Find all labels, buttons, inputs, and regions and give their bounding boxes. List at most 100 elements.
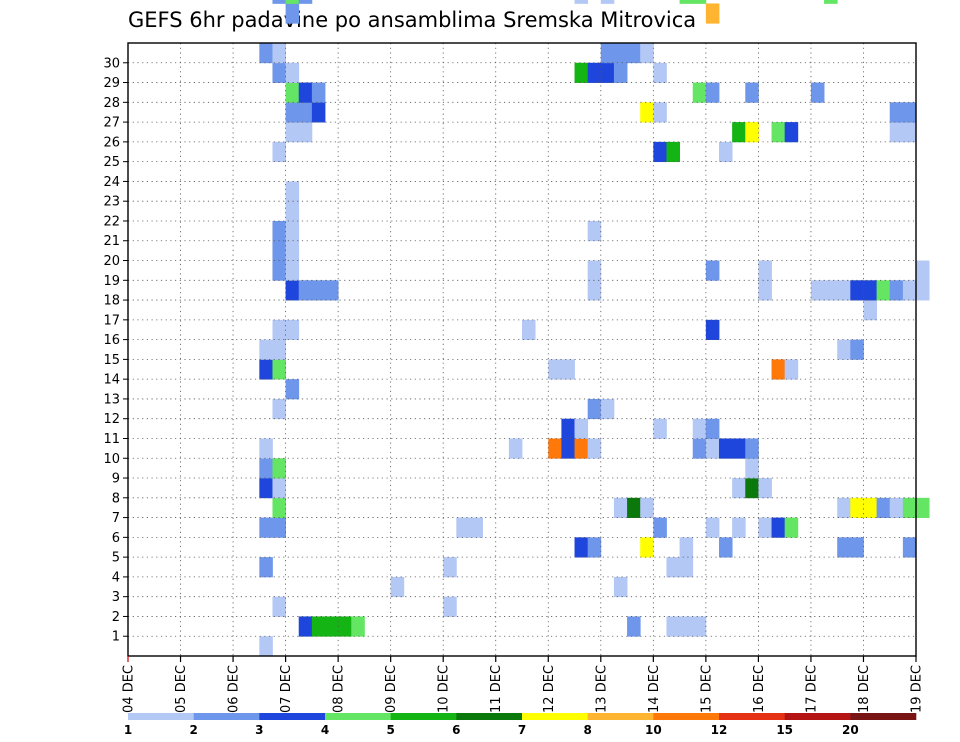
x-axis: 04 DEC 05 DEC 06 DEC 07 DEC 08 DEC 09 DEC 10 D… [122, 656, 925, 713]
heatmap-cell [272, 497, 286, 518]
heatmap-cell [587, 537, 602, 558]
heatmap-cell [666, 557, 680, 578]
heatmap-cell [810, 280, 825, 301]
heatmap-cell [719, 537, 733, 558]
heatmap-cell [285, 220, 300, 242]
heatmap-cell [298, 0, 313, 4]
color-scale-label: 3 [255, 723, 263, 737]
color-scale-bar: 1 2 3 4 5 6 7 8 10 12 15 20 [124, 713, 917, 737]
heatmap-cell [784, 359, 799, 380]
color-scale-label: 8 [583, 723, 591, 737]
y-tick-label: 25 [103, 155, 120, 170]
heatmap-cell [325, 616, 339, 637]
heatmap-cell [876, 497, 891, 518]
heatmap-cell [692, 438, 707, 459]
heatmap-cell [837, 339, 851, 360]
y-tick-label: 5 [112, 551, 120, 566]
heatmap-cell [272, 517, 286, 538]
heatmap-cell [705, 438, 720, 459]
heatmap-cell [732, 438, 746, 459]
heatmap-cell [784, 122, 799, 143]
heatmap-cell [745, 438, 759, 459]
heatmap-cell [705, 418, 720, 439]
heatmap-cell [705, 319, 720, 341]
heatmap-cell [259, 458, 273, 479]
y-tick-label: 3 [112, 590, 120, 605]
heatmap-cell [469, 517, 483, 538]
heatmap-cell [732, 478, 746, 499]
heatmap-cell [640, 102, 654, 123]
heatmap-cell [325, 280, 339, 301]
heatmap-cell [600, 398, 615, 420]
heatmap-cell [889, 122, 904, 143]
y-tick-label: 17 [103, 313, 120, 328]
heatmap-cell [758, 260, 772, 281]
color-scale-swatch [128, 713, 194, 720]
x-tick-label: 10 DEC [437, 665, 452, 713]
heatmap-cell [522, 319, 536, 341]
heatmap-cell [298, 122, 313, 143]
heatmap-cell [889, 497, 904, 518]
heatmap-cell [679, 0, 694, 4]
color-scale-swatch [325, 713, 391, 720]
heatmap-cell [311, 102, 326, 123]
heatmap-cell [574, 418, 589, 439]
x-tick-label: 04 DEC [122, 665, 137, 713]
heatmap-cell [863, 497, 877, 518]
heatmap-cell [705, 517, 720, 538]
x-tick-label: 14 DEC [647, 665, 662, 713]
heatmap-cell [285, 181, 300, 202]
color-scale-label: 15 [776, 723, 793, 737]
y-tick-label: 19 [103, 274, 120, 289]
color-scale-label: 10 [645, 723, 662, 737]
heatmap-cell [574, 438, 589, 459]
heatmap-cell [587, 62, 602, 83]
heatmap-cell [508, 438, 523, 459]
color-scale-label: 12 [711, 723, 728, 737]
heatmap-cell [574, 62, 589, 83]
color-scale-swatch [850, 713, 917, 720]
heatmap-cell [272, 359, 286, 380]
heatmap-cell [285, 102, 300, 123]
heatmap-cell [600, 0, 615, 4]
heatmap-cell [705, 82, 720, 103]
heatmap-cell [285, 82, 300, 103]
heatmap-cell [285, 260, 300, 281]
heatmap-cell [745, 82, 759, 103]
heatmap-cell [298, 102, 313, 123]
y-tick-label: 22 [103, 214, 120, 229]
x-tick-label: 16 DEC [752, 665, 767, 713]
color-scale-swatch [193, 713, 260, 720]
y-tick-label: 13 [103, 392, 120, 407]
color-scale-swatch [587, 713, 654, 720]
heatmap-cell [679, 537, 694, 558]
heatmap-cell [587, 438, 602, 459]
heatmap-cell [272, 141, 286, 163]
heatmap-cell [850, 497, 864, 518]
heatmap-cell [837, 497, 851, 518]
heatmap-cell [587, 280, 602, 301]
heatmap-cell [259, 557, 273, 578]
heatmap-cell [272, 260, 286, 281]
x-tick-label: 05 DEC [174, 665, 189, 713]
x-tick-label: 17 DEC [804, 665, 819, 713]
heatmap-cell [311, 82, 326, 103]
heatmap-cell [272, 478, 286, 499]
color-scale-swatch [653, 713, 720, 720]
y-tick-label: 27 [103, 116, 120, 131]
x-tick-label: 09 DEC [384, 665, 399, 713]
heatmap-cell [259, 43, 273, 64]
x-tick-label: 12 DEC [542, 665, 557, 713]
heatmap-cell [613, 43, 628, 64]
heatmap-cell [272, 0, 286, 4]
heatmap-cell [771, 122, 786, 143]
heatmap-cell [889, 280, 904, 301]
heatmap-cell [850, 537, 864, 558]
heatmap-cell [719, 141, 733, 163]
heatmap-cell [285, 379, 300, 400]
y-tick-label: 29 [103, 76, 120, 91]
heatmap-cell [298, 616, 313, 637]
heatmap-cell [272, 220, 286, 242]
heatmap-cell [600, 62, 615, 83]
color-scale-label: 1 [124, 723, 132, 737]
